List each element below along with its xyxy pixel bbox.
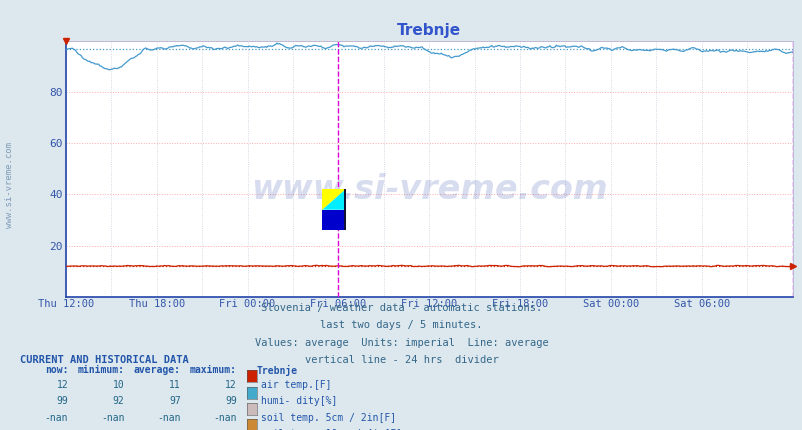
Text: humi- dity[%]: humi- dity[%] [261, 396, 337, 406]
Text: -nan: -nan [157, 429, 180, 430]
Text: 10: 10 [112, 380, 124, 390]
Text: -nan: -nan [213, 413, 237, 423]
Polygon shape [322, 189, 345, 210]
Text: 11: 11 [168, 380, 180, 390]
Text: 12: 12 [56, 380, 68, 390]
Text: -nan: -nan [157, 413, 180, 423]
Text: soil temp. 5cm / 2in[F]: soil temp. 5cm / 2in[F] [261, 413, 395, 423]
Title: Trebnje: Trebnje [397, 23, 460, 38]
Text: Slovenia / weather data - automatic stations.: Slovenia / weather data - automatic stat… [261, 303, 541, 313]
Text: 97: 97 [168, 396, 180, 406]
Text: Values: average  Units: imperial  Line: average: Values: average Units: imperial Line: av… [254, 338, 548, 347]
Text: minimum:: minimum: [77, 365, 124, 375]
Text: vertical line - 24 hrs  divider: vertical line - 24 hrs divider [304, 355, 498, 365]
Text: maximum:: maximum: [189, 365, 237, 375]
Polygon shape [322, 210, 345, 230]
Text: -nan: -nan [101, 429, 124, 430]
Text: Trebnje: Trebnje [257, 365, 298, 375]
Text: www.si-vreme.com: www.si-vreme.com [250, 173, 607, 206]
Text: 99: 99 [56, 396, 68, 406]
Text: soil temp. 10cm / 4in[F]: soil temp. 10cm / 4in[F] [261, 429, 402, 430]
Text: now:: now: [45, 365, 68, 375]
Text: -nan: -nan [101, 413, 124, 423]
Text: average:: average: [133, 365, 180, 375]
Polygon shape [322, 189, 345, 210]
Text: -nan: -nan [45, 413, 68, 423]
Text: 12: 12 [225, 380, 237, 390]
Text: CURRENT AND HISTORICAL DATA: CURRENT AND HISTORICAL DATA [20, 355, 188, 365]
Text: 99: 99 [225, 396, 237, 406]
Text: -nan: -nan [45, 429, 68, 430]
Text: 92: 92 [112, 396, 124, 406]
Text: -nan: -nan [213, 429, 237, 430]
Text: air temp.[F]: air temp.[F] [261, 380, 331, 390]
Bar [344, 189, 346, 230]
Text: last two days / 5 minutes.: last two days / 5 minutes. [320, 320, 482, 330]
Text: www.si-vreme.com: www.si-vreme.com [5, 142, 14, 228]
